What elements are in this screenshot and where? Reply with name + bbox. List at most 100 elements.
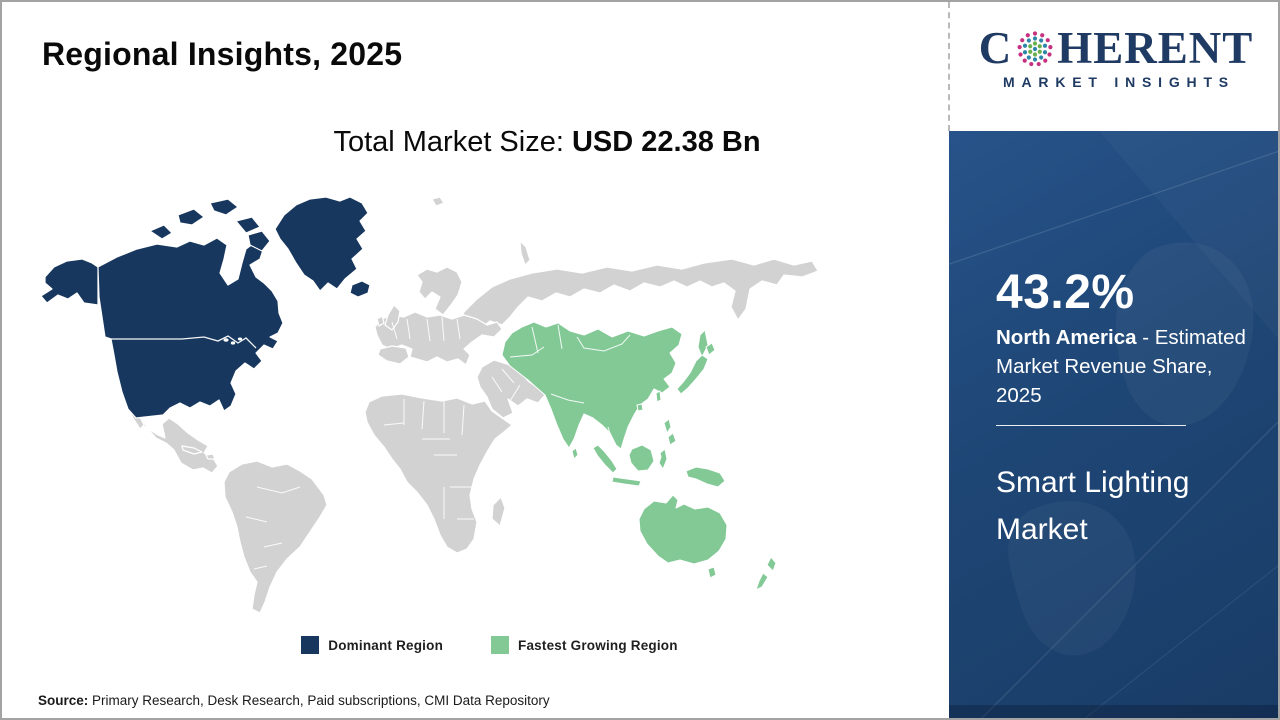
legend-label-growing: Fastest Growing Region: [518, 637, 678, 653]
header-dashed-separator: [948, 2, 950, 131]
legend-swatch-dominant: [301, 636, 320, 654]
dotted-globe-icon: [1017, 30, 1053, 66]
map-border-europe-1: [391, 321, 398, 340]
map-border-europe-3: [426, 318, 431, 342]
map-islands-canadian-arctic-1: [149, 224, 173, 240]
map-border-asia-korea: [671, 354, 677, 364]
brand-letters-herent: HERENT: [1057, 23, 1254, 73]
map-island-hispaniola: [205, 453, 216, 460]
map-border-asia-myanmar: [591, 416, 599, 434]
map-great-lake-3: [237, 337, 243, 341]
share-description: North America - Estimated Market Revenue…: [996, 323, 1258, 410]
brand-letter-c: C: [978, 23, 1013, 73]
map-island-new-zealand-north: [766, 556, 777, 572]
sidebar-map-texture: [949, 150, 1278, 718]
map-island-sulawesi: [658, 448, 668, 470]
map-border-africa-5: [461, 404, 465, 436]
map-region-greenland: [274, 196, 369, 292]
map-island-baffin: [247, 230, 271, 252]
map-island-java: [611, 476, 642, 487]
map-border-mideast-1: [491, 376, 503, 393]
map-region-australia: [638, 494, 728, 565]
total-market-size-value: USD 22.38 Bn: [571, 126, 761, 158]
map-region-alaska: [40, 258, 99, 306]
map-island-new-guinea: [685, 466, 726, 488]
map-island-hokkaido: [705, 342, 716, 356]
map-islands-canadian-arctic-4: [235, 216, 261, 234]
map-border-mideast-2: [501, 368, 515, 384]
map-region-africa: [364, 393, 513, 554]
map-border-europe-5: [456, 318, 461, 340]
map-border-asia-mongolia: [576, 334, 631, 352]
sidebar-bottom-band: [949, 705, 1278, 718]
map-great-lake-1: [223, 338, 229, 342]
legend-item-growing: Fastest Growing Region: [491, 636, 678, 654]
sidebar-panel: 43.2% North America - Estimated Market R…: [949, 131, 1278, 718]
share-desc-rest: - Estimated Market Revenue Share, 2025: [996, 326, 1246, 407]
share-region: North America: [996, 326, 1137, 349]
map-border-asia-1: [531, 326, 539, 354]
map-border-asia-india: [550, 393, 585, 404]
map-islands-philippines-1: [663, 418, 672, 434]
brand-logo: C HERENT MARKET INSIGHTS: [960, 26, 1272, 91]
map-island-new-zealand-south: [755, 572, 769, 591]
map-country-uk: [384, 304, 401, 331]
map-country-spain-portugal: [377, 345, 410, 365]
map-border-samerica-4: [253, 565, 268, 570]
map-country-japan: [676, 354, 709, 395]
map-island-borneo: [628, 444, 655, 472]
map-country-ireland: [376, 315, 385, 327]
page-title: Regional Insights, 2025: [42, 36, 403, 72]
market-name: Smart Lighting Market: [996, 466, 1190, 546]
map-border-mideast-3: [509, 384, 521, 402]
map-border-asia-2: [509, 346, 545, 358]
map-island-novaya-zemlya: [519, 240, 531, 266]
map-border-asia-vietnam: [627, 412, 637, 428]
map-great-lake-2: [230, 341, 236, 345]
map-border-samerica-3: [263, 542, 283, 548]
map-country-iceland-neighbor-svalbard: [431, 196, 445, 207]
map-island-cuba: [181, 445, 203, 455]
map-country-iceland: [349, 280, 371, 298]
map-island-sumatra: [592, 444, 618, 474]
map-region-russia: [456, 258, 819, 338]
total-market-size-label: Total Market Size:: [333, 126, 572, 158]
map-border-africa-1: [383, 422, 405, 426]
map-island-tasmania: [707, 566, 717, 579]
map-islands-canadian-arctic-3: [209, 198, 239, 216]
map-border-europe-2: [406, 318, 411, 340]
map-region-scandinavia: [416, 266, 463, 316]
total-market-size: Total Market Size: USD 22.38 Bn: [2, 126, 1092, 159]
map-border-samerica-2: [245, 516, 268, 523]
map-region-south-america: [223, 460, 328, 614]
map-border-asia-thailand: [607, 426, 613, 441]
map-island-taiwan: [655, 390, 662, 403]
legend-label-dominant: Dominant Region: [328, 637, 444, 653]
map-island-sri-lanka: [571, 447, 579, 460]
map-border-asia-3: [557, 324, 563, 350]
map-legend: Dominant Region Fastest Growing Region: [2, 636, 977, 654]
map-region-asia-pacific-mainland: [501, 321, 683, 450]
legend-item-dominant: Dominant Region: [301, 636, 443, 654]
map-border-mexico-1: [151, 426, 166, 435]
legend-swatch-growing: [491, 636, 510, 654]
map-island-sakhalin: [697, 329, 709, 358]
map-island-madagascar: [491, 496, 506, 527]
map-border-europe-4: [441, 316, 445, 342]
map-islands-canadian-arctic-2: [177, 208, 205, 226]
map-region-mexico-central-america: [134, 417, 219, 474]
brand-tagline: MARKET INSIGHTS: [1003, 74, 1235, 90]
source-text: Primary Research, Desk Research, Paid su…: [88, 693, 550, 708]
world-map-svg: [40, 196, 819, 614]
map-island-hainan: [636, 403, 644, 412]
map-islands-philippines-2: [667, 432, 677, 446]
map-region-canada-usa: [97, 237, 284, 419]
world-map: [32, 187, 822, 627]
sidebar-divider: [996, 425, 1186, 426]
brand-wordmark: C HERENT: [960, 26, 1272, 71]
map-border-samerica-1: [256, 486, 301, 494]
map-region-europe: [374, 311, 503, 366]
source-note: Source: Primary Research, Desk Research,…: [38, 693, 550, 708]
map-border-africa-3: [421, 400, 425, 430]
